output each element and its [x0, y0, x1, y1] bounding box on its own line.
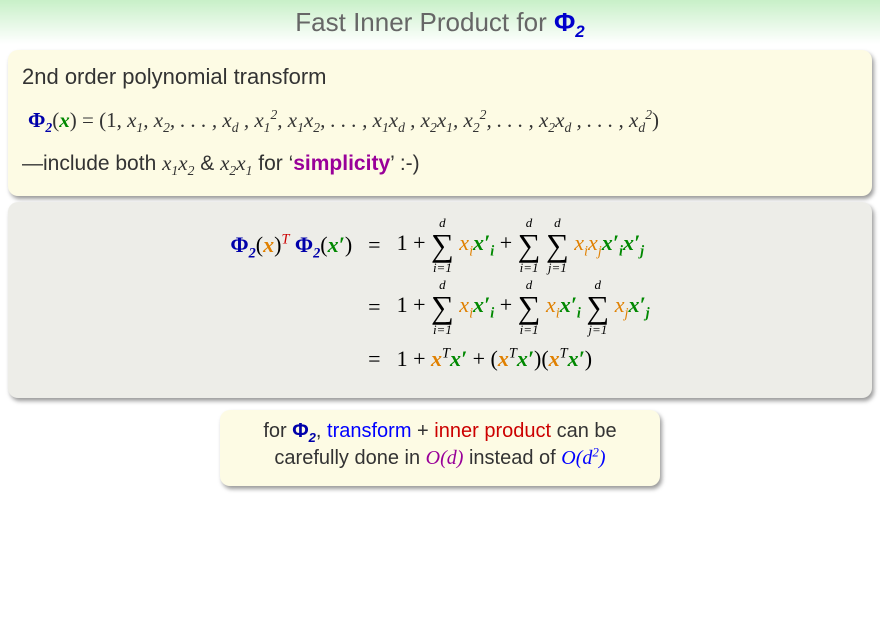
deriv-row1: 1 + d∑i=1 xix′i + d∑i=1 d∑j=1 xixjx′ix′j [389, 214, 658, 276]
deriv-lhs: Φ2(x)T Φ2(x′) [222, 214, 360, 276]
phi2-expansion: Φ2(x) = (1, x1, x2, . . . , xd , x12, x1… [28, 108, 858, 133]
slide-title: Fast Inner Product for Φ2 [0, 0, 880, 44]
box1-heading: 2nd order polynomial transform [22, 64, 858, 90]
box-conclusion: for Φ2, transform + inner product can be… [220, 410, 660, 486]
title-phi: Φ2 [554, 7, 585, 37]
box-transform-def: 2nd order polynomial transform Φ2(x) = (… [8, 50, 872, 196]
box1-note: —include both x1x2 & x2x1 for ‘simplicit… [22, 151, 858, 176]
derivation-table: Φ2(x)T Φ2(x′) = 1 + d∑i=1 xix′i + d∑i=1 … [222, 214, 657, 380]
deriv-row3: 1 + xTx′ + (xTx′)(xTx′) [389, 338, 658, 380]
box-derivation: Φ2(x)T Φ2(x′) = 1 + d∑i=1 xix′i + d∑i=1 … [8, 202, 872, 398]
title-prefix: Fast Inner Product for [295, 7, 554, 37]
deriv-row2: 1 + d∑i=1 xix′i + d∑i=1 xix′i d∑j=1 xjx′… [389, 276, 658, 338]
